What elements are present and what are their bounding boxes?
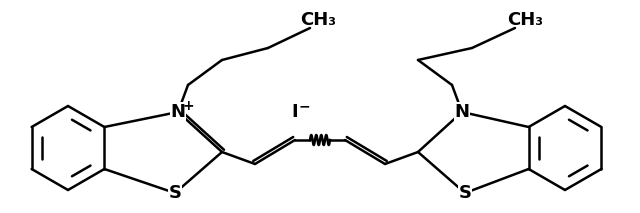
Text: −: − <box>298 99 310 113</box>
Text: I: I <box>292 103 298 121</box>
Text: CH₃: CH₃ <box>300 11 336 29</box>
Text: S: S <box>168 184 182 202</box>
Text: S: S <box>458 184 472 202</box>
Text: N: N <box>454 103 470 121</box>
Text: N: N <box>170 103 186 121</box>
Text: +: + <box>182 99 194 113</box>
Text: CH₃: CH₃ <box>507 11 543 29</box>
